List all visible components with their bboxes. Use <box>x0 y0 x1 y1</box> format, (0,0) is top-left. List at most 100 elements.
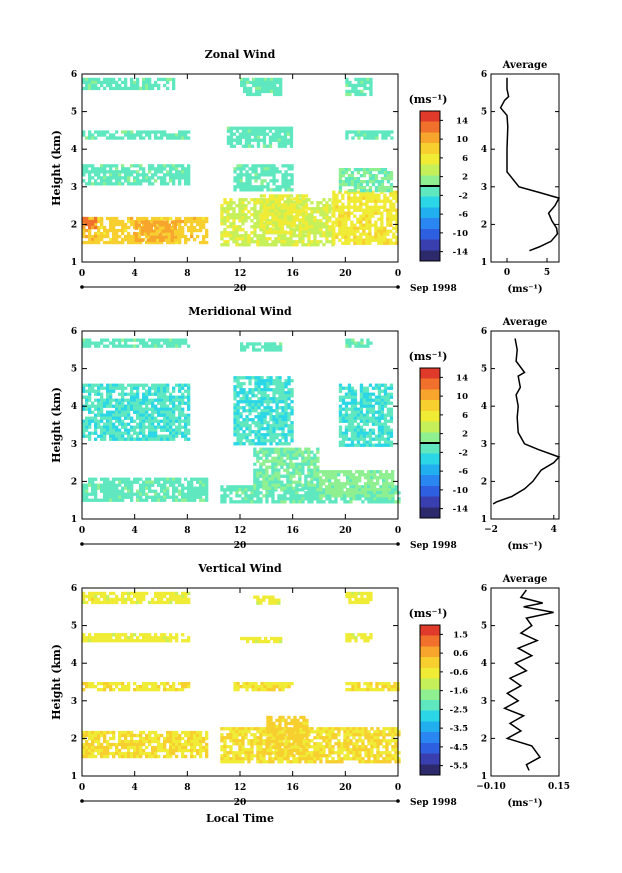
data-cell <box>380 431 385 435</box>
data-cell <box>127 733 131 738</box>
data-cell <box>232 201 236 205</box>
data-cell <box>238 219 242 223</box>
data-cell <box>181 492 185 496</box>
date-label: Sep 1998 <box>410 541 457 551</box>
data-cell <box>163 416 167 420</box>
data-cell <box>363 77 367 82</box>
data-cell <box>263 173 267 177</box>
data-cell <box>241 240 245 244</box>
data-cell <box>223 222 227 226</box>
data-cell <box>290 188 294 192</box>
data-cell <box>236 385 240 389</box>
data-cell <box>298 494 302 498</box>
data-cell <box>267 342 271 346</box>
data-cell <box>184 176 188 180</box>
data-cell <box>91 742 95 747</box>
data-cell <box>277 135 282 139</box>
data-cell <box>163 401 167 405</box>
data-cell <box>289 206 294 210</box>
data-cell <box>163 386 167 390</box>
data-cell <box>196 739 200 744</box>
data-cell <box>341 416 346 420</box>
data-cell <box>362 241 366 245</box>
data-cell <box>160 404 164 408</box>
data-cell <box>220 216 224 220</box>
data-cell <box>365 410 370 414</box>
data-cell <box>245 179 249 183</box>
y-tick-label: 5 <box>71 108 77 118</box>
data-cell <box>243 83 247 88</box>
data-cell <box>307 228 311 232</box>
data-cell <box>267 80 271 85</box>
data-cell <box>269 167 273 171</box>
data-cell <box>332 202 336 206</box>
data-cell <box>178 338 182 342</box>
data-cell <box>166 386 170 390</box>
data-cell <box>254 164 258 168</box>
data-cell <box>166 492 170 496</box>
data-cell <box>290 424 294 428</box>
data-cell <box>169 428 173 432</box>
data-cell <box>109 389 113 393</box>
data-cell <box>374 443 379 447</box>
data-cell <box>235 213 239 217</box>
data-cell <box>350 229 354 233</box>
data-cell <box>250 500 254 504</box>
data-cell <box>281 179 285 183</box>
data-cell <box>262 471 266 475</box>
data-cell <box>118 338 122 342</box>
data-cell <box>259 450 263 454</box>
data-cell <box>268 237 272 241</box>
data-cell <box>304 483 308 487</box>
data-cell <box>145 86 149 91</box>
data-cell <box>106 344 110 348</box>
data-cell <box>248 403 252 407</box>
data-cell <box>130 416 134 420</box>
data-cell <box>252 77 256 82</box>
data-cell <box>246 92 250 97</box>
data-cell <box>239 188 243 192</box>
data-cell <box>344 214 348 218</box>
data-cell <box>109 428 113 432</box>
data-cell <box>112 338 116 342</box>
data-cell <box>139 498 143 502</box>
data-cell <box>250 132 255 136</box>
data-cell <box>295 500 299 504</box>
data-cell <box>286 471 290 475</box>
data-cell <box>139 745 143 750</box>
data-cell <box>109 498 113 502</box>
data-cell <box>332 190 336 194</box>
data-cell <box>272 400 276 404</box>
data-cell <box>164 229 168 233</box>
data-cell <box>371 235 375 239</box>
data-cell <box>356 425 361 429</box>
data-cell <box>233 442 237 446</box>
data-cell <box>266 170 270 174</box>
data-cell <box>380 205 384 209</box>
data-cell <box>157 341 161 345</box>
data-cell <box>273 77 277 82</box>
data-cell <box>254 173 258 177</box>
data-cell <box>362 401 367 405</box>
data-cell <box>139 754 143 759</box>
data-cell <box>352 494 356 498</box>
data-cell <box>127 730 131 735</box>
data-cell <box>344 395 349 399</box>
data-cell <box>286 477 290 481</box>
data-cell <box>136 745 140 750</box>
data-cell <box>284 406 288 410</box>
data-cell <box>344 217 348 221</box>
data-cell <box>244 237 248 241</box>
data-cell <box>380 395 385 399</box>
data-cell <box>257 400 261 404</box>
data-cell <box>226 204 230 208</box>
data-cell <box>232 126 237 130</box>
data-cell <box>193 477 197 481</box>
data-cell <box>380 180 385 184</box>
data-cell <box>160 395 164 399</box>
data-cell <box>384 133 388 137</box>
data-cell <box>103 231 107 236</box>
data-cell <box>334 482 338 486</box>
data-cell <box>175 164 179 168</box>
data-cell <box>94 182 98 186</box>
